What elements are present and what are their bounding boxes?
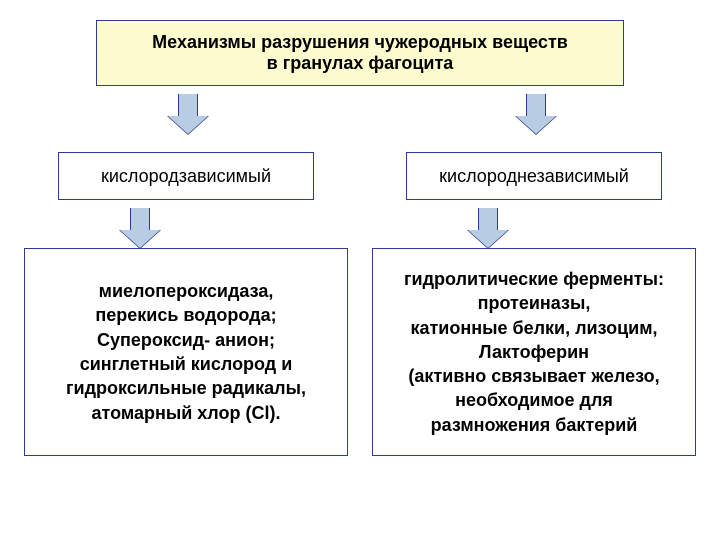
arrow-2-stem <box>526 94 546 116</box>
arrow-4-stem <box>478 208 498 230</box>
arrow-4-head <box>468 230 508 248</box>
mid-left-box: кислородзависимый <box>58 152 314 200</box>
arrow-3-head <box>120 230 160 248</box>
detail-right-l1: гидролитические ферменты: <box>404 267 664 291</box>
title-line-2: в гранулах фагоцита <box>267 53 454 74</box>
detail-right-l2: протеиназы, <box>478 291 591 315</box>
arrow-1-stem <box>178 94 198 116</box>
detail-left-l3: Супероксид- анион; <box>97 328 275 352</box>
arrow-1-head <box>168 116 208 134</box>
detail-right-l7: размножения бактерий <box>431 413 638 437</box>
detail-left-l2: перекись водорода; <box>95 303 276 327</box>
detail-left-l4: синглетный кислород и <box>80 352 293 376</box>
arrow-2-head <box>516 116 556 134</box>
mid-right-text: кислороднезависимый <box>439 166 629 187</box>
detail-left-l1: миелопероксидаза, <box>99 279 274 303</box>
detail-left-box: миелопероксидаза, перекись водорода; Суп… <box>24 248 348 456</box>
detail-right-box: гидролитические ферменты: протеиназы, ка… <box>372 248 696 456</box>
detail-left-l6: атомарный хлор (Cl). <box>92 401 281 425</box>
arrow-3-stem <box>130 208 150 230</box>
title-line-1: Механизмы разрушения чужеродных веществ <box>152 32 568 53</box>
detail-right-l5: (активно связывает железо, <box>408 364 659 388</box>
detail-right-l3: катионные белки, лизоцим, <box>410 316 657 340</box>
mid-right-box: кислороднезависимый <box>406 152 662 200</box>
detail-right-l4: Лактоферин <box>479 340 589 364</box>
detail-right-l6: необходимое для <box>455 388 613 412</box>
mid-left-text: кислородзависимый <box>101 166 271 187</box>
title-box: Механизмы разрушения чужеродных веществ … <box>96 20 624 86</box>
detail-left-l5: гидроксильные радикалы, <box>66 376 306 400</box>
